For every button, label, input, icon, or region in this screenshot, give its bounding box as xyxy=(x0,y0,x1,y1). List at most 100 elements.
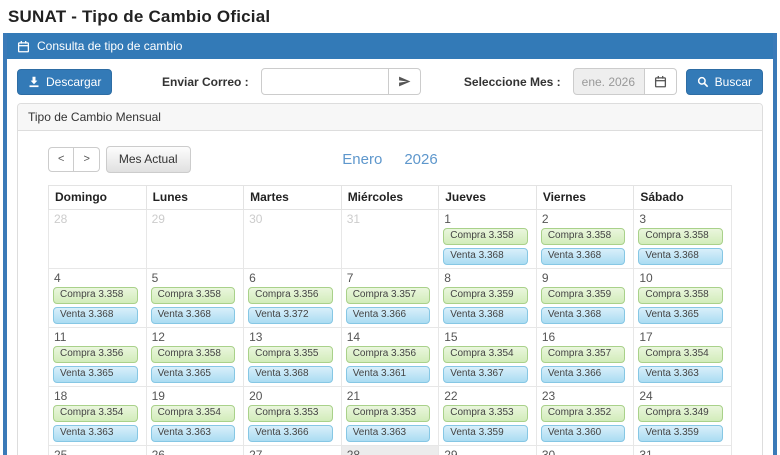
calendar-day-cell: 28 xyxy=(48,209,147,269)
calendar-icon xyxy=(17,40,30,53)
panel-heading: Consulta de tipo de cambio xyxy=(7,33,773,59)
compra-badge: Compra 3.356 xyxy=(53,346,138,363)
calendar-day-cell: 31 xyxy=(340,209,440,269)
month-nav-group: < > xyxy=(48,146,100,172)
day-number: 28 xyxy=(346,448,361,455)
descargar-label: Descargar xyxy=(46,74,102,89)
calendar-day-cell: 29 xyxy=(145,209,245,269)
compra-badge: Compra 3.352 xyxy=(540,405,626,422)
day-number: 24 xyxy=(639,389,653,403)
compra-badge: Compra 3.357 xyxy=(540,346,626,363)
compra-badge: Compra 3.359 xyxy=(540,287,626,304)
venta-badge: Venta 3.367 xyxy=(443,366,528,383)
calendar-week-row: 28 29 30 31 1 Compra 3.358 Venta 3.368 2 Compra … xyxy=(48,209,732,269)
calendar-day-cell: 21 Compra 3.353 Venta 3.363 xyxy=(340,386,440,446)
next-month-button[interactable]: > xyxy=(74,146,100,172)
download-icon xyxy=(28,76,40,88)
calendar-day-cell: 23 Compra 3.352 Venta 3.360 xyxy=(535,386,635,446)
day-number: 5 xyxy=(151,271,159,285)
calendar-table: Domingo Lunes Martes Miércoles Jueves Vi… xyxy=(48,185,732,455)
day-number: 11 xyxy=(54,330,67,344)
calendar-day-cell: 15 Compra 3.354 Venta 3.367 xyxy=(438,327,537,387)
day-number: 29 xyxy=(151,212,165,226)
day-number: 30 xyxy=(249,212,263,226)
compra-badge: Compra 3.354 xyxy=(638,346,723,363)
day-number: 9 xyxy=(541,271,549,285)
day-number: 8 xyxy=(444,271,451,285)
day-number: 31 xyxy=(639,448,653,455)
month-name: Enero xyxy=(342,150,383,168)
venta-badge: Venta 3.366 xyxy=(248,425,333,442)
venta-badge: Venta 3.360 xyxy=(540,425,626,442)
buscar-label: Buscar xyxy=(714,74,752,89)
calendar-day-cell: 8 Compra 3.359 Venta 3.368 xyxy=(438,268,537,328)
descargar-button[interactable]: Descargar xyxy=(17,68,113,95)
venta-badge: Venta 3.366 xyxy=(345,307,431,324)
venta-badge: Venta 3.372 xyxy=(248,307,333,324)
day-number: 6 xyxy=(249,271,256,285)
calendar-day-cell: 9 Compra 3.359 Venta 3.368 xyxy=(535,268,635,328)
calendar-day-cell: 11 Compra 3.356 Venta 3.365 xyxy=(48,327,147,387)
send-email-button[interactable] xyxy=(388,68,421,95)
venta-badge: Venta 3.368 xyxy=(540,307,626,324)
calendar-day-cell: 19 Compra 3.354 Venta 3.363 xyxy=(145,386,245,446)
monthly-panel-body: < > Mes Actual Enero 2026 Domingo Lunes M… xyxy=(18,131,762,455)
day-number: 17 xyxy=(639,330,653,344)
day-number: 31 xyxy=(346,212,361,226)
compra-badge: Compra 3.358 xyxy=(638,228,723,245)
compra-badge: Compra 3.353 xyxy=(443,405,528,422)
day-number: 28 xyxy=(54,212,68,226)
month-picker-button[interactable] xyxy=(644,68,677,95)
month-input[interactable] xyxy=(572,68,645,95)
calendar-day-cell: 7 Compra 3.357 Venta 3.366 xyxy=(340,268,440,328)
exchange-rate-panel: Consulta de tipo de cambio Descargar Env… xyxy=(3,33,777,455)
venta-badge: Venta 3.361 xyxy=(345,366,431,383)
calendar-day-cell: 24 Compra 3.349 Venta 3.359 xyxy=(633,386,732,446)
paper-plane-icon xyxy=(398,75,411,88)
calendar-day-cell: 12 Compra 3.358 Venta 3.365 xyxy=(145,327,245,387)
monthly-panel-title: Tipo de Cambio Mensual xyxy=(18,104,762,131)
calendar-picker-icon xyxy=(654,75,667,88)
calendar-day-cell: 30 xyxy=(535,445,635,455)
compra-badge: Compra 3.358 xyxy=(638,287,723,304)
venta-badge: Venta 3.365 xyxy=(53,366,138,383)
day-number: 14 xyxy=(346,330,361,344)
compra-badge: Compra 3.355 xyxy=(248,346,333,363)
mes-actual-button[interactable]: Mes Actual xyxy=(105,145,191,173)
compra-badge: Compra 3.353 xyxy=(248,405,333,422)
venta-badge: Venta 3.368 xyxy=(53,307,138,324)
prev-month-button[interactable]: < xyxy=(48,146,75,172)
search-icon xyxy=(697,76,709,88)
calendar-body: 28 29 30 31 1 Compra 3.358 Venta 3.368 2 Compra … xyxy=(48,209,732,455)
compra-badge: Compra 3.358 xyxy=(540,228,626,245)
venta-badge: Venta 3.363 xyxy=(53,425,138,442)
calendar-day-cell: 28Compra 3.345Venta 3.352 xyxy=(340,445,440,455)
weekday-domingo: Domingo xyxy=(48,185,147,210)
month-input-group xyxy=(572,68,677,95)
buscar-button[interactable]: Buscar xyxy=(685,68,763,95)
weekday-miercoles: Miércoles xyxy=(340,185,440,210)
venta-badge: Venta 3.368 xyxy=(443,307,528,324)
day-number: 21 xyxy=(346,389,361,403)
calendar-day-cell: 2 Compra 3.358 Venta 3.368 xyxy=(535,209,635,269)
weekday-martes: Martes xyxy=(243,185,342,210)
email-input[interactable] xyxy=(260,68,389,95)
venta-badge: Venta 3.359 xyxy=(443,425,528,442)
compra-badge: Compra 3.358 xyxy=(150,346,236,363)
calendar-nav: < > Mes Actual Enero 2026 xyxy=(48,145,732,173)
compra-badge: Compra 3.356 xyxy=(248,287,333,304)
venta-badge: Venta 3.365 xyxy=(638,307,723,324)
calendar-week-row: 11 Compra 3.356 Venta 3.365 12 Compra 3.358 V… xyxy=(48,327,732,387)
day-number: 2 xyxy=(541,212,549,226)
calendar-day-cell: 22 Compra 3.353 Venta 3.359 xyxy=(438,386,537,446)
day-number: 25 xyxy=(54,448,68,455)
day-number: 12 xyxy=(151,330,165,344)
compra-badge: Compra 3.358 xyxy=(443,228,528,245)
seleccione-mes-label: Seleccione Mes : xyxy=(463,74,561,89)
panel-heading-label: Consulta de tipo de cambio xyxy=(37,39,183,53)
day-number: 19 xyxy=(151,389,165,403)
venta-badge: Venta 3.368 xyxy=(540,248,626,265)
